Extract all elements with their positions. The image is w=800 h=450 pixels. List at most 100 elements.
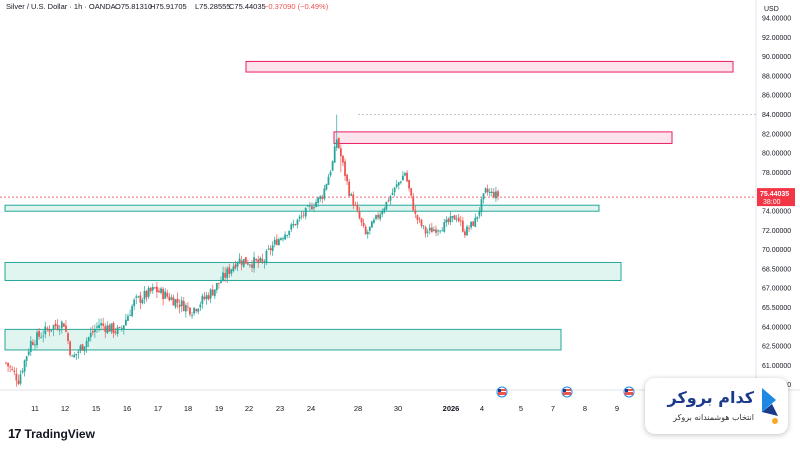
candle-body	[257, 259, 260, 264]
candle-body	[143, 291, 146, 300]
candle-body	[102, 323, 105, 326]
candle-body	[387, 200, 390, 202]
candle-body	[189, 307, 191, 315]
candle-body	[356, 205, 359, 211]
candle-body	[251, 264, 253, 268]
x-tick-label: 18	[184, 404, 192, 413]
candle-body	[379, 214, 382, 219]
candle-body	[495, 191, 497, 199]
candle-body	[203, 296, 206, 299]
event-flag-icon[interactable]	[496, 386, 508, 398]
candle-body	[40, 337, 43, 339]
candle-body	[461, 220, 464, 232]
y-tick-label: 62.50000	[762, 344, 791, 351]
candle-body	[333, 146, 336, 163]
candle-body	[311, 206, 313, 210]
x-tick-label: 9	[615, 404, 619, 413]
candle-body	[284, 234, 286, 240]
candle-body	[478, 211, 481, 216]
candle-body	[416, 215, 419, 220]
y-tick-label: 67.00000	[762, 286, 791, 293]
candle-body	[108, 325, 111, 332]
candle-body	[265, 250, 268, 264]
candle-body	[313, 207, 315, 209]
candle-body	[100, 323, 102, 326]
candle-body	[457, 217, 460, 222]
candle-body	[249, 264, 251, 266]
candle-body	[58, 329, 61, 331]
candle-body	[60, 321, 63, 329]
candle-body	[352, 194, 355, 206]
candle-body	[298, 216, 301, 219]
x-tick-label: 19	[215, 404, 223, 413]
candle-body	[453, 215, 456, 220]
candle-body	[406, 172, 408, 182]
tradingview-wordmark: TradingView	[24, 426, 95, 441]
candle-body	[191, 315, 193, 317]
support-zone[interactable]	[4, 328, 562, 351]
resistance-zone[interactable]	[245, 60, 734, 73]
candle-body	[19, 374, 22, 384]
candle-body	[184, 305, 187, 312]
x-tick-label: 30	[394, 404, 402, 413]
candle-body	[91, 331, 94, 333]
candle-body	[273, 239, 276, 245]
candle-body	[141, 299, 144, 304]
candle-body	[201, 295, 204, 304]
candle-body	[302, 214, 305, 216]
candle-body	[488, 191, 491, 193]
x-tick-label: 12	[61, 404, 69, 413]
candle-body	[158, 290, 160, 293]
candle-body	[482, 193, 485, 200]
candle-body	[149, 287, 152, 292]
candle-body	[410, 188, 413, 196]
candle-body	[269, 248, 272, 251]
candle-body	[85, 340, 88, 348]
candle-body	[236, 262, 239, 267]
candle-body	[470, 221, 473, 228]
resistance-zone[interactable]	[333, 131, 673, 144]
candle-body	[213, 289, 216, 297]
candle-body	[325, 184, 328, 190]
candle-body	[153, 287, 156, 289]
candle-body	[455, 218, 458, 220]
candle-body	[211, 289, 214, 296]
candle-body	[193, 307, 196, 314]
candle-body	[31, 342, 34, 345]
broker-logo-icon	[762, 388, 778, 424]
candle-body	[122, 325, 125, 330]
candle-body	[222, 272, 224, 281]
candle-body	[354, 204, 357, 206]
x-tick-label: 8	[583, 404, 587, 413]
candle-body	[114, 331, 117, 333]
candle-body	[168, 296, 171, 301]
support-zone[interactable]	[4, 261, 622, 281]
candle-body	[244, 257, 247, 264]
candle-body	[375, 215, 377, 219]
candle-body	[15, 373, 18, 381]
event-flag-icon[interactable]	[623, 386, 635, 398]
candle-body	[428, 227, 431, 231]
tradingview-logo[interactable]: 17 TradingView	[8, 426, 95, 441]
candle-body	[346, 174, 348, 182]
candle-body	[220, 281, 222, 283]
candle-body	[73, 354, 76, 358]
candle-body	[426, 231, 429, 233]
candle-body	[180, 300, 183, 307]
ohlc-change: −0.37090 (−0.49%)	[264, 2, 329, 11]
candle-body	[199, 304, 202, 308]
x-tick-label: 24	[307, 404, 315, 413]
candle-body	[23, 360, 26, 372]
support-zone[interactable]	[4, 204, 600, 212]
currency-label: USD	[764, 6, 779, 13]
y-tick-label: 82.00000	[762, 131, 791, 138]
event-flag-icon[interactable]	[561, 386, 573, 398]
candle-body	[176, 298, 179, 303]
y-tick-label: 64.00000	[762, 324, 791, 331]
candle-body	[98, 324, 100, 329]
broker-badge[interactable]: کدام بروکر انتخاب هوشمندانه بروکر	[645, 378, 788, 434]
ohlc-low: L75.28555	[195, 2, 230, 11]
candle-body	[187, 306, 189, 308]
candle-body	[166, 292, 169, 297]
